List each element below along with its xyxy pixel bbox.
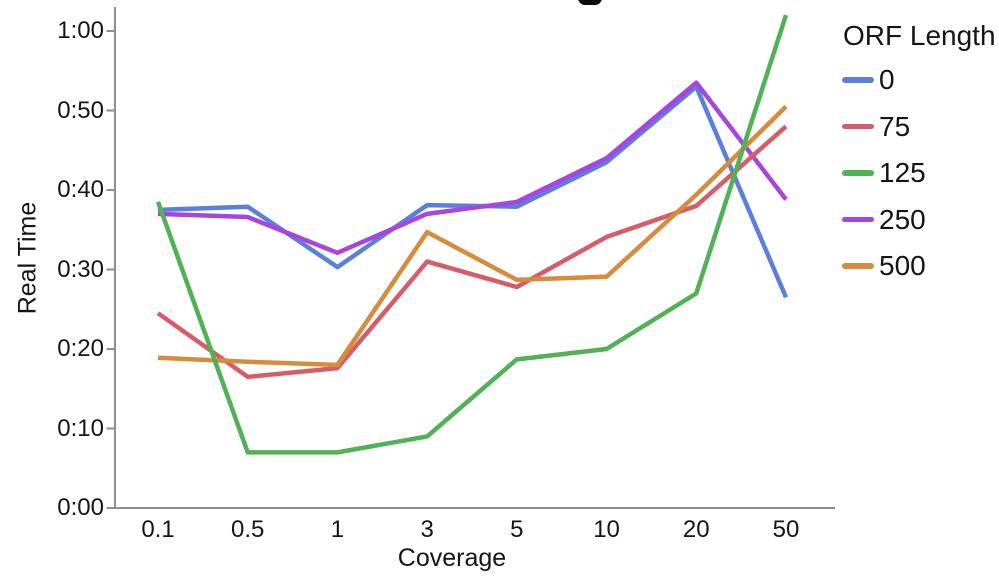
x-axis-title: Coverage [397,544,507,572]
y-tick-label: 0:20 [57,335,104,362]
y-tick-label: 0:30 [57,255,104,283]
series-line-75 [156,124,788,380]
series-line-0 [157,84,789,299]
x-tick-label: 0.5 [231,516,265,543]
x-tick-label: 20 [682,516,710,543]
cropped-title-fragment [578,0,602,5]
y-tick-label: 0:00 [57,494,104,521]
x-tick-label: 0.1 [141,516,175,543]
series-line-125 [155,14,789,455]
y-tick-label: 0:50 [57,96,104,124]
x-tick-label: 5 [510,516,524,543]
y-tick-label: 1:00 [57,17,104,44]
y-tick-label: 0:10 [57,414,104,442]
x-tick-label: 50 [772,516,800,543]
x-tick-label: 10 [593,516,620,543]
x-tick-label: 3 [420,516,434,543]
series-line-500 [157,104,788,368]
x-tick-label: 1 [330,516,345,543]
series-line-250 [157,80,788,256]
y-tick-label: 0:40 [57,176,104,203]
